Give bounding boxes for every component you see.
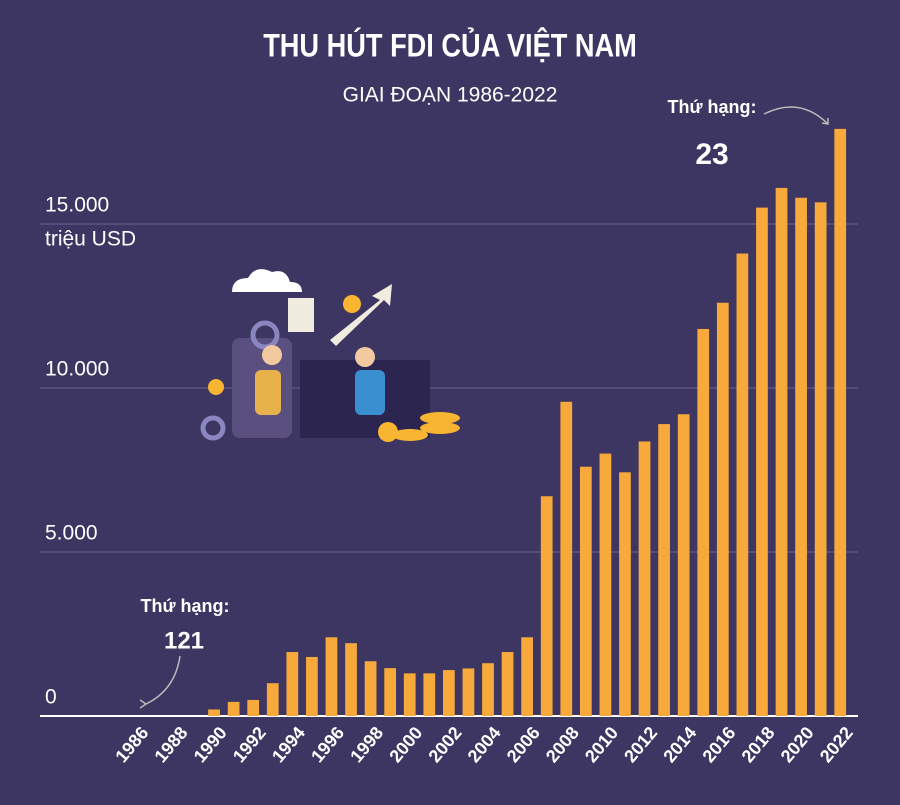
bar	[247, 699, 260, 716]
bar	[716, 302, 729, 716]
bar	[619, 472, 631, 716]
bar	[736, 253, 749, 716]
bar	[638, 441, 651, 716]
y-tick-label: 0	[45, 686, 57, 709]
bar	[756, 207, 768, 716]
bar	[442, 670, 455, 716]
bar	[599, 453, 612, 716]
bar	[364, 661, 377, 716]
annotation-arrow	[763, 106, 829, 125]
bar	[501, 652, 514, 716]
bar	[540, 496, 553, 716]
y-axis-label: triệu USD	[45, 228, 136, 251]
annotation-label: Thứ hạng:	[667, 97, 756, 117]
bar	[814, 202, 827, 717]
y-tick-label: 15.000	[45, 194, 109, 217]
chart-subtitle: GIAI ĐOẠN 1986-2022	[343, 84, 558, 107]
bar	[208, 709, 220, 716]
bar	[521, 637, 534, 716]
bar	[423, 673, 436, 716]
annotation-value: 121	[164, 627, 204, 654]
annotation-arrow	[821, 118, 829, 125]
bar	[403, 673, 416, 716]
bar	[286, 652, 299, 716]
bar	[795, 197, 807, 716]
bar	[658, 424, 670, 716]
annotation-arrow	[139, 699, 148, 709]
bar	[697, 328, 710, 716]
y-tick-label: 10.000	[45, 358, 109, 381]
bar	[560, 401, 573, 716]
bar	[579, 466, 592, 716]
bar	[306, 656, 318, 716]
annotation-label: Thứ hạng:	[140, 596, 229, 616]
bar	[384, 668, 397, 716]
bar	[462, 668, 475, 716]
bar	[834, 128, 847, 716]
chart-title: THU HÚT FDI CỦA VIỆT NAM	[263, 27, 637, 64]
bar	[775, 187, 788, 717]
bar	[345, 643, 357, 716]
bar	[325, 637, 338, 716]
annotation-value: 23	[695, 138, 728, 171]
y-tick-label: 5.000	[45, 522, 98, 545]
bar	[266, 683, 279, 716]
bar	[677, 414, 690, 716]
illustration	[200, 269, 460, 442]
bar	[227, 701, 240, 716]
bar	[482, 663, 494, 716]
annotation-arrow	[145, 655, 181, 705]
